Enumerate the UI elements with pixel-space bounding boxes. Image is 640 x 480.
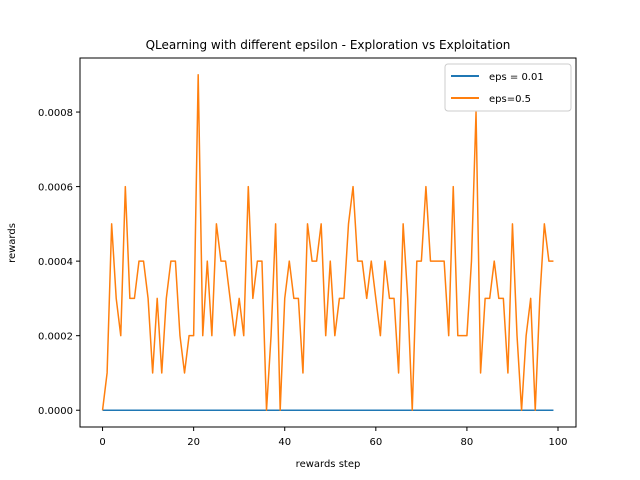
y-tick-label: 0.0002 — [38, 332, 73, 343]
y-tick-label: 0.0006 — [38, 183, 73, 194]
x-tick-label: 40 — [278, 437, 291, 448]
chart-title: QLearning with different epsilon - Explo… — [146, 38, 511, 52]
y-tick-label: 0.0008 — [38, 108, 73, 119]
x-tick-label: 60 — [369, 437, 382, 448]
x-tick-label: 20 — [187, 437, 200, 448]
x-tick-label: 0 — [99, 437, 105, 448]
x-axis: 0 20 40 60 80 100 — [99, 427, 568, 448]
series-line-1 — [101, 74, 554, 411]
x-tick-label: 80 — [461, 437, 474, 448]
x-axis-label: rewards step — [296, 459, 361, 470]
legend-label-0: eps = 0.01 — [489, 72, 544, 83]
y-tick-label: 0.0000 — [38, 406, 73, 417]
y-tick-label: 0.0004 — [38, 257, 73, 268]
y-axis: 0.0000 0.0002 0.0004 0.0006 0.0008 — [38, 108, 80, 417]
series-group — [101, 74, 554, 411]
legend: eps = 0.01 eps=0.5 — [444, 63, 572, 112]
axes-frame — [79, 57, 577, 428]
y-axis-label: rewards — [7, 223, 18, 263]
x-tick-label: 100 — [548, 437, 567, 448]
legend-label-1: eps=0.5 — [489, 94, 531, 105]
